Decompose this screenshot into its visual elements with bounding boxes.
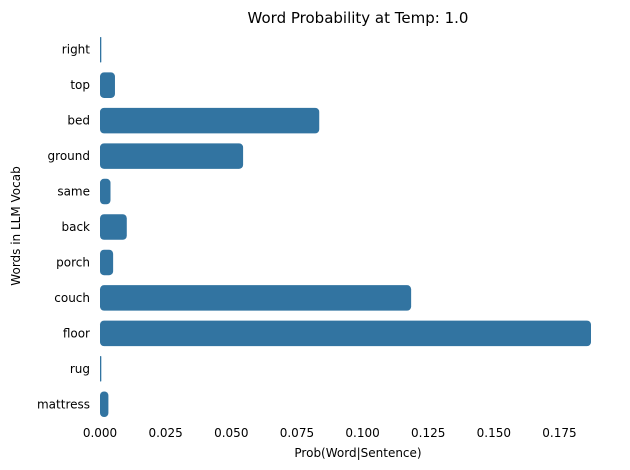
bars-group (100, 36, 591, 418)
bar-ground (100, 143, 244, 169)
x-tick-label: 0.150 (477, 426, 511, 440)
x-tick-label: 0.025 (148, 426, 182, 440)
bar-porch (100, 249, 114, 276)
y-axis-label: Words in LLM Vocab (9, 166, 23, 285)
bar-right (100, 36, 102, 63)
x-tick-label: 0.075 (280, 426, 314, 440)
x-tick-label: 0.000 (83, 426, 117, 440)
y-tick-label-bed: bed (67, 114, 90, 128)
x-tick-label: 0.050 (214, 426, 248, 440)
x-tick-label: 0.125 (411, 426, 445, 440)
y-tick-labels: right top bed ground same back porch couch floor… (37, 43, 90, 412)
x-tick-labels: 0.000 0.025 0.050 0.075 0.100 0.125 0.150 0.175 (83, 426, 577, 440)
y-tick-label-porch: porch (56, 255, 90, 269)
bar-back (100, 214, 127, 240)
bar-mattress (100, 391, 109, 418)
x-axis-label: Prob(Word|Sentence) (294, 446, 421, 460)
bar-rug (100, 356, 102, 382)
y-tick-label-right: right (62, 43, 90, 57)
y-tick-label-floor: floor (63, 326, 90, 340)
y-tick-label-ground: ground (48, 149, 90, 163)
bar-bed (100, 107, 320, 134)
x-tick-label: 0.100 (345, 426, 379, 440)
chart-title: Word Probability at Temp: 1.0 (248, 9, 469, 27)
bar-couch (100, 285, 412, 311)
y-tick-label-same: same (57, 185, 90, 199)
y-tick-label-couch: couch (54, 291, 90, 305)
x-tick-label: 0.175 (542, 426, 576, 440)
y-tick-label-back: back (61, 220, 90, 234)
y-tick-label-top: top (70, 78, 90, 92)
bar-top (100, 72, 115, 98)
y-tick-label-mattress: mattress (37, 397, 90, 411)
bar-floor (100, 320, 591, 347)
y-tick-label-rug: rug (70, 362, 90, 376)
bar-same (100, 178, 111, 205)
